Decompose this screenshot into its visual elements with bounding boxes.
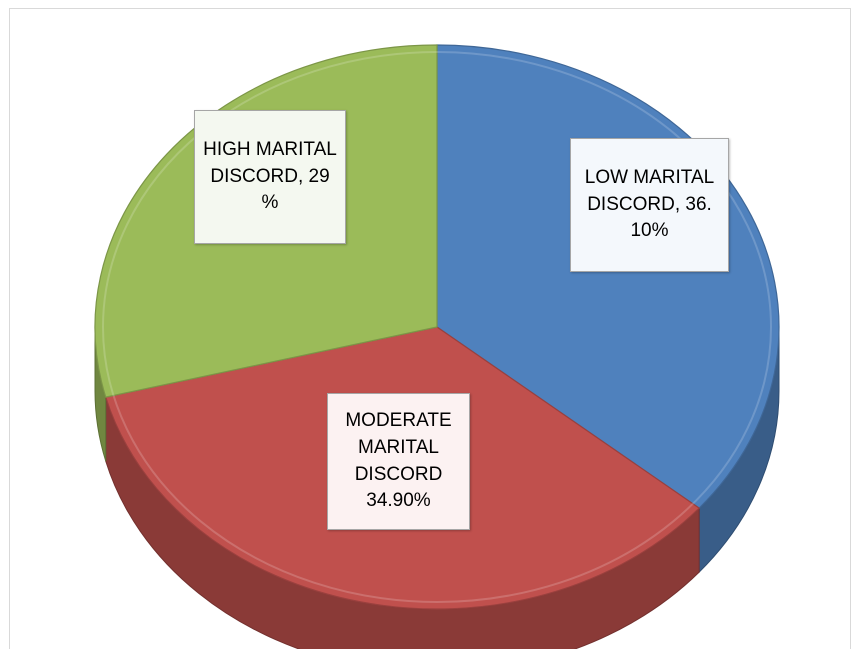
data-label-moderate: MODERATE MARITAL DISCORD 34.90% (327, 393, 470, 530)
pie-rim (102, 51, 772, 603)
data-label-low: LOW MARITAL DISCORD, 36. 10% (570, 138, 729, 272)
data-label-high: HIGH MARITAL DISCORD, 29 % (194, 110, 346, 244)
